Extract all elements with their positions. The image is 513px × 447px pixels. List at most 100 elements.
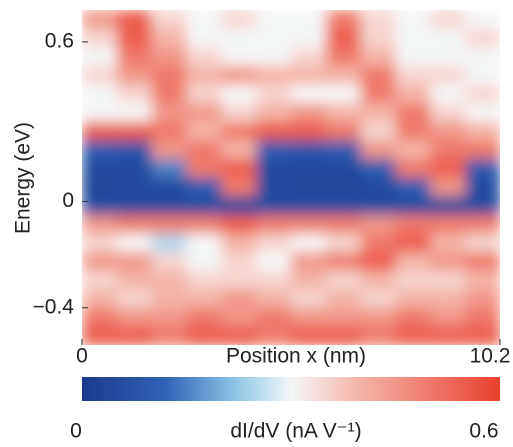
y-tick-label: −0.4	[33, 295, 75, 318]
heat-cell	[326, 326, 361, 345]
heat-cell	[430, 308, 465, 327]
heat-cell	[256, 233, 291, 252]
heat-cell	[256, 196, 291, 215]
heat-cell	[326, 252, 361, 271]
heat-cell	[326, 233, 361, 252]
heat-cell	[291, 84, 326, 103]
heat-cell	[430, 252, 465, 271]
heat-cell	[256, 178, 291, 197]
heat-cell	[187, 103, 222, 122]
heat-cell	[152, 233, 187, 252]
heat-cell	[82, 47, 117, 66]
heat-cell	[221, 84, 256, 103]
heat-cell	[326, 196, 361, 215]
heat-cell	[430, 66, 465, 85]
heat-cell	[152, 29, 187, 48]
heat-cell	[221, 159, 256, 178]
heat-cell	[187, 66, 222, 85]
heat-cell	[82, 29, 117, 48]
heat-cell	[152, 308, 187, 327]
heat-cell	[117, 140, 152, 159]
heat-cell	[291, 233, 326, 252]
heat-cell	[152, 271, 187, 290]
colorbar-tick-label: 0	[70, 420, 82, 443]
x-tick-label: 0	[76, 345, 88, 368]
x-axis-label: Position x (nm)	[226, 345, 366, 368]
heat-cell	[430, 326, 465, 345]
heat-cell	[291, 140, 326, 159]
heatmap	[82, 10, 501, 346]
heat-cell	[256, 29, 291, 48]
heat-cell	[396, 140, 431, 159]
colorbar-label: dI/dV (nA V⁻¹)	[230, 420, 361, 443]
heat-cell	[326, 122, 361, 141]
heat-cell	[361, 196, 396, 215]
heat-cell	[326, 178, 361, 197]
heat-cell	[187, 289, 222, 308]
heat-cell	[326, 29, 361, 48]
heat-cell	[361, 178, 396, 197]
heat-cell	[256, 47, 291, 66]
heat-cell	[465, 66, 500, 85]
heat-cell	[361, 66, 396, 85]
heat-cell	[117, 178, 152, 197]
heat-cell	[221, 103, 256, 122]
heat-cell	[396, 29, 431, 48]
heat-cell	[396, 10, 431, 29]
colorbar	[82, 377, 500, 401]
heat-cell	[465, 215, 500, 234]
heat-cell	[465, 140, 500, 159]
heat-cell	[465, 10, 500, 29]
heat-cell	[187, 271, 222, 290]
heat-cell	[430, 103, 465, 122]
heat-cell	[396, 47, 431, 66]
heat-cell	[82, 103, 117, 122]
heat-cell	[430, 84, 465, 103]
heat-cell	[82, 252, 117, 271]
heat-cell	[465, 159, 500, 178]
heat-cell	[152, 10, 187, 29]
heat-cell	[326, 159, 361, 178]
heat-cell	[117, 308, 152, 327]
heat-cell	[291, 252, 326, 271]
heat-cell	[291, 215, 326, 234]
heat-cell	[361, 215, 396, 234]
y-tick-label: 0.6	[45, 29, 74, 52]
heat-cell	[117, 289, 152, 308]
heat-cell	[221, 252, 256, 271]
heat-cell	[82, 159, 117, 178]
heat-cell	[396, 308, 431, 327]
heat-cell	[430, 122, 465, 141]
heat-cell	[221, 289, 256, 308]
heat-cell	[396, 159, 431, 178]
colorbar-tick-label: 0.6	[469, 420, 498, 443]
heat-cell	[396, 233, 431, 252]
heat-cell	[291, 103, 326, 122]
heat-cell	[291, 66, 326, 85]
heat-cell	[256, 103, 291, 122]
heat-cell	[396, 271, 431, 290]
heat-cell	[82, 233, 117, 252]
heat-cell	[221, 47, 256, 66]
heat-cell	[152, 196, 187, 215]
heat-cell	[82, 10, 117, 29]
heat-cell	[117, 122, 152, 141]
heat-cell	[291, 308, 326, 327]
heat-cell	[82, 140, 117, 159]
heat-cell	[396, 66, 431, 85]
heat-cell	[187, 10, 222, 29]
heat-cell	[361, 10, 396, 29]
heat-cell	[117, 326, 152, 345]
heat-cell	[396, 196, 431, 215]
heat-cell	[117, 271, 152, 290]
heat-cell	[465, 271, 500, 290]
heat-cell	[187, 252, 222, 271]
heat-cell	[326, 103, 361, 122]
heat-cell	[361, 308, 396, 327]
heat-cell	[396, 252, 431, 271]
heat-cell	[326, 308, 361, 327]
heat-cell	[396, 84, 431, 103]
heat-cell	[82, 289, 117, 308]
heat-cell	[117, 196, 152, 215]
heat-cell	[82, 178, 117, 197]
